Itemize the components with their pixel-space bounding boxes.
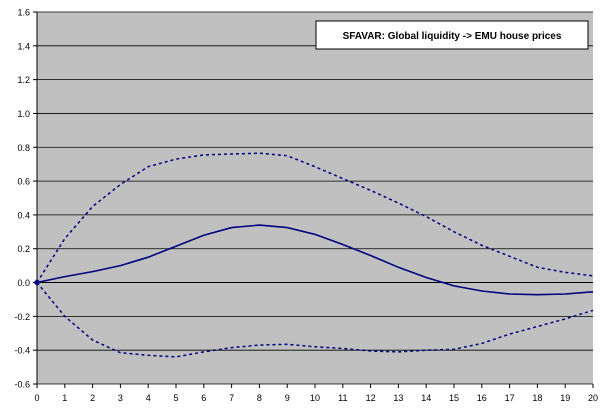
- y-tick-label: 0.2: [17, 244, 30, 254]
- legend-box: [315, 20, 589, 50]
- x-tick-label: 3: [118, 393, 123, 403]
- tick-labels: -0.6 -0.4 -0.2 0.0 0.2 0.4 0.6 0.8 1.0 1.2 1.4 1.6 0…: [14, 8, 598, 404]
- x-tick-label: 4: [146, 393, 151, 403]
- x-tick-label: 14: [421, 393, 431, 403]
- y-tick-label: 0.4: [17, 210, 30, 220]
- plot-area: [37, 12, 593, 384]
- y-tick-label: -0.4: [14, 346, 30, 356]
- series-lines: [33, 152, 594, 358]
- x-tick-label: 17: [505, 393, 515, 403]
- y-tick-label: 1.4: [17, 41, 30, 51]
- x-tick-label: 7: [229, 393, 234, 403]
- y-tick-label: 1.0: [17, 109, 30, 119]
- x-tick-label: 18: [532, 393, 542, 403]
- y-tick-label: 0.8: [17, 143, 30, 153]
- x-tick-label: 13: [393, 393, 403, 403]
- x-tick-label: 20: [588, 393, 598, 403]
- legend: SFAVAR: Global liquidity -> EMU house pr…: [315, 20, 589, 50]
- x-tick-label: 19: [560, 393, 570, 403]
- x-tick-label: 0: [34, 393, 39, 403]
- y-tick-label: 0.6: [17, 177, 30, 187]
- x-tick-label: 1: [62, 393, 67, 403]
- axis-ticks: [33, 11, 594, 388]
- x-tick-label: 9: [285, 393, 290, 403]
- x-tick-label: 12: [366, 393, 376, 403]
- x-tick-label: 6: [201, 393, 206, 403]
- x-tick-label: 10: [310, 393, 320, 403]
- series-line-band-1: [36, 152, 594, 283]
- gridlines: [37, 11, 593, 385]
- y-tick-label: 1.2: [17, 75, 30, 85]
- x-tick-label: 15: [449, 393, 459, 403]
- x-tick-label: 16: [477, 393, 487, 403]
- series-line-central: [36, 224, 594, 296]
- chart-title: SFAVAR: Global liquidity -> EMU house pr…: [343, 31, 562, 42]
- x-tick-label: 8: [257, 393, 262, 403]
- series-line-band-2: [36, 282, 594, 358]
- y-tick-label: -0.6: [14, 380, 30, 390]
- x-tick-label: 11: [338, 393, 347, 403]
- x-tick-label: 2: [90, 393, 95, 403]
- y-tick-label: 1.6: [17, 8, 30, 18]
- x-tick-label: 5: [173, 393, 178, 403]
- y-tick-label: 0.0: [17, 278, 30, 288]
- y-tick-label: -0.2: [14, 312, 30, 322]
